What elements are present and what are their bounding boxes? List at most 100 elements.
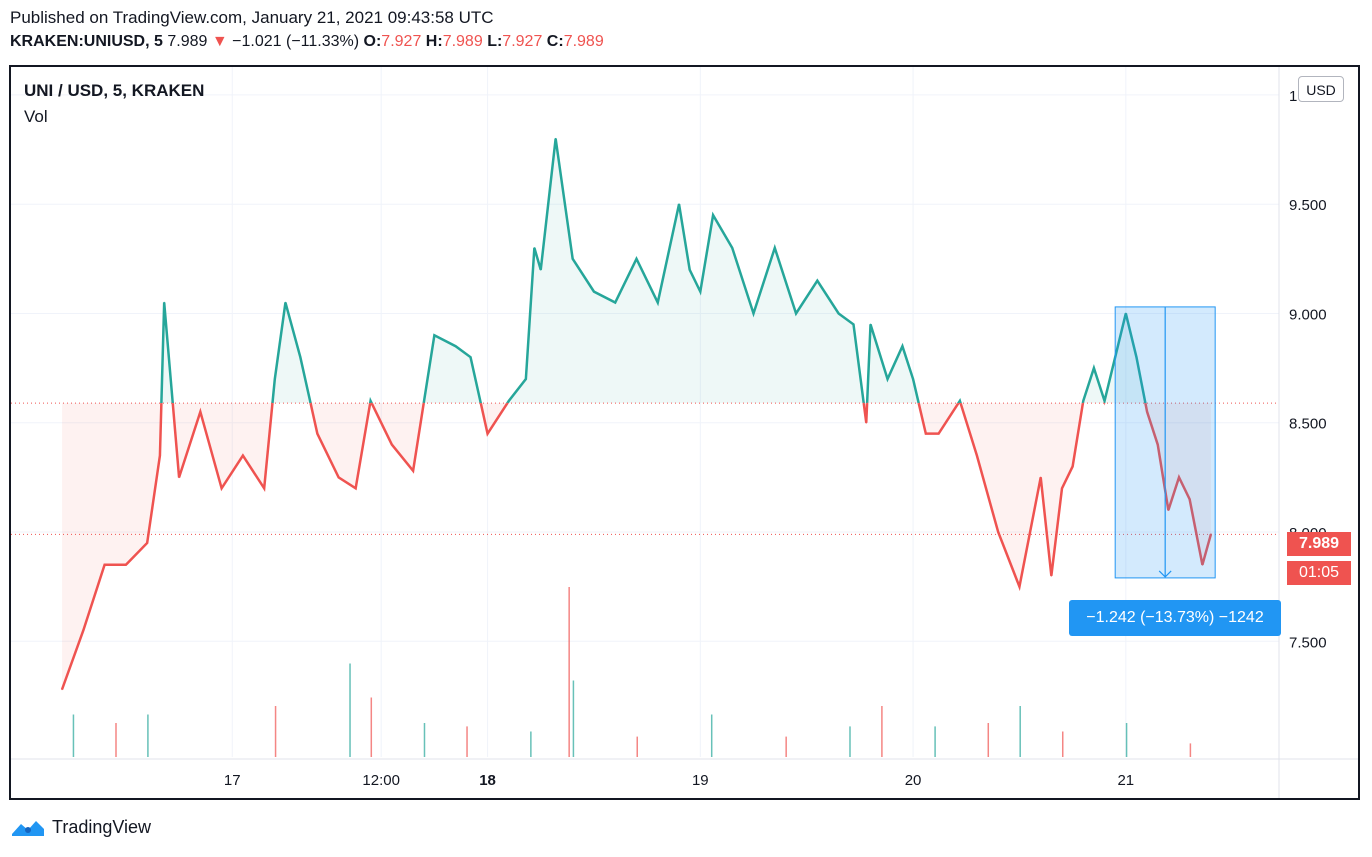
symbol-label: KRAKEN:UNIUSD, 5 bbox=[10, 33, 163, 50]
ohlc-bar: KRAKEN:UNIUSD, 5 7.989 ▼ −1.021 (−11.33%… bbox=[10, 33, 604, 51]
volume-bar bbox=[1189, 743, 1192, 757]
price-point bbox=[242, 454, 244, 457]
price-point bbox=[869, 323, 872, 326]
price-point bbox=[656, 301, 659, 304]
price-point bbox=[539, 268, 542, 271]
price-point bbox=[412, 470, 414, 472]
price-point bbox=[959, 400, 961, 402]
price-point bbox=[976, 454, 978, 457]
price-point bbox=[391, 443, 393, 446]
price-point bbox=[486, 432, 489, 435]
last-price-tag: 7.989 bbox=[1287, 532, 1351, 556]
price-point bbox=[1039, 476, 1042, 479]
price-point bbox=[635, 258, 638, 260]
last-price: 7.989 bbox=[167, 33, 208, 50]
y-tick-label: 8.500 bbox=[1289, 416, 1327, 433]
price-point bbox=[354, 487, 357, 490]
volume-bar bbox=[572, 680, 575, 757]
volume-bar bbox=[274, 706, 277, 757]
price-point bbox=[752, 312, 755, 315]
volume-bar bbox=[349, 663, 351, 757]
price-point bbox=[1029, 531, 1031, 533]
price-point bbox=[593, 290, 595, 293]
price-point bbox=[433, 334, 436, 337]
high-value: 7.989 bbox=[442, 33, 483, 50]
price-point bbox=[533, 247, 536, 249]
chart-legend-title: UNI / USD, 5, KRAKEN bbox=[24, 81, 205, 100]
price-point bbox=[1167, 509, 1170, 511]
price-point bbox=[525, 378, 527, 380]
price-point bbox=[284, 301, 287, 304]
chart-frame: 7.5008.0008.5009.0009.50010.0001712:0018… bbox=[9, 65, 1360, 800]
price-point bbox=[699, 290, 702, 293]
volume-bar bbox=[147, 714, 149, 757]
x-tick-label: 21 bbox=[1117, 772, 1134, 789]
price-point bbox=[997, 531, 999, 533]
volume-bar bbox=[423, 723, 426, 757]
area-fill-up bbox=[161, 138, 1146, 404]
price-point bbox=[886, 378, 889, 380]
price-point bbox=[795, 312, 797, 315]
volume-bar bbox=[466, 726, 468, 757]
price-point bbox=[159, 454, 161, 457]
price-point bbox=[571, 258, 574, 260]
price-point bbox=[508, 400, 510, 402]
price-point bbox=[731, 247, 734, 249]
volume-legend: Vol bbox=[24, 107, 48, 126]
low-value: 7.927 bbox=[502, 33, 543, 50]
currency-unit-button[interactable]: USD bbox=[1298, 76, 1344, 102]
bar-countdown-tag: 01:05 bbox=[1287, 561, 1351, 585]
volume-bar bbox=[785, 736, 787, 757]
y-tick-label: 7.500 bbox=[1289, 634, 1327, 651]
price-point bbox=[337, 476, 340, 479]
price-point bbox=[82, 629, 85, 632]
x-tick-label: 19 bbox=[692, 772, 709, 789]
low-label: L: bbox=[487, 33, 503, 50]
y-tick-label: 9.000 bbox=[1289, 306, 1327, 323]
price-point bbox=[316, 432, 319, 435]
price-point bbox=[125, 563, 127, 566]
price-point bbox=[1061, 487, 1063, 490]
x-tick-label: 17 bbox=[224, 772, 241, 789]
price-point bbox=[178, 476, 180, 479]
price-point bbox=[678, 203, 680, 205]
price-point bbox=[1082, 400, 1085, 402]
price-point bbox=[816, 279, 819, 282]
price-point bbox=[837, 312, 840, 315]
volume-bar bbox=[881, 706, 883, 757]
x-tick-label: 20 bbox=[905, 772, 922, 789]
measure-arrow-head-icon bbox=[1158, 570, 1172, 578]
price-point bbox=[912, 378, 914, 380]
footer-brand-text: TradingView bbox=[52, 817, 152, 837]
measure-tool-label[interactable]: −1.242 (−13.73%) −1242 bbox=[1069, 600, 1281, 636]
price-point bbox=[146, 542, 148, 544]
price-point bbox=[369, 400, 372, 402]
change-value: −1.021 (−11.33%) bbox=[232, 33, 360, 50]
volume-bar bbox=[636, 736, 638, 757]
price-point bbox=[614, 301, 617, 304]
volume-bar bbox=[849, 726, 851, 757]
price-point bbox=[937, 432, 940, 435]
x-tick-label: 18 bbox=[479, 772, 496, 789]
volume-bar bbox=[1019, 706, 1021, 757]
price-point bbox=[1135, 356, 1138, 358]
price-point bbox=[454, 345, 457, 348]
price-point bbox=[103, 563, 106, 566]
price-point bbox=[1050, 574, 1053, 577]
price-point bbox=[274, 378, 276, 380]
price-chart[interactable]: 7.5008.0008.5009.0009.50010.0001712:0018… bbox=[11, 67, 1358, 798]
price-point bbox=[1178, 476, 1180, 479]
volume-bar bbox=[710, 714, 713, 757]
volume-bar bbox=[370, 697, 373, 757]
volume-bar bbox=[1125, 723, 1128, 757]
area-fill-down bbox=[62, 403, 1211, 690]
price-point bbox=[1071, 465, 1074, 468]
price-point bbox=[554, 137, 557, 140]
price-point bbox=[1103, 400, 1106, 402]
price-point bbox=[773, 247, 776, 249]
open-value: 7.927 bbox=[381, 33, 422, 50]
price-point bbox=[1093, 367, 1095, 369]
price-point bbox=[1201, 563, 1204, 566]
price-point bbox=[688, 268, 691, 271]
price-point bbox=[1188, 498, 1191, 501]
